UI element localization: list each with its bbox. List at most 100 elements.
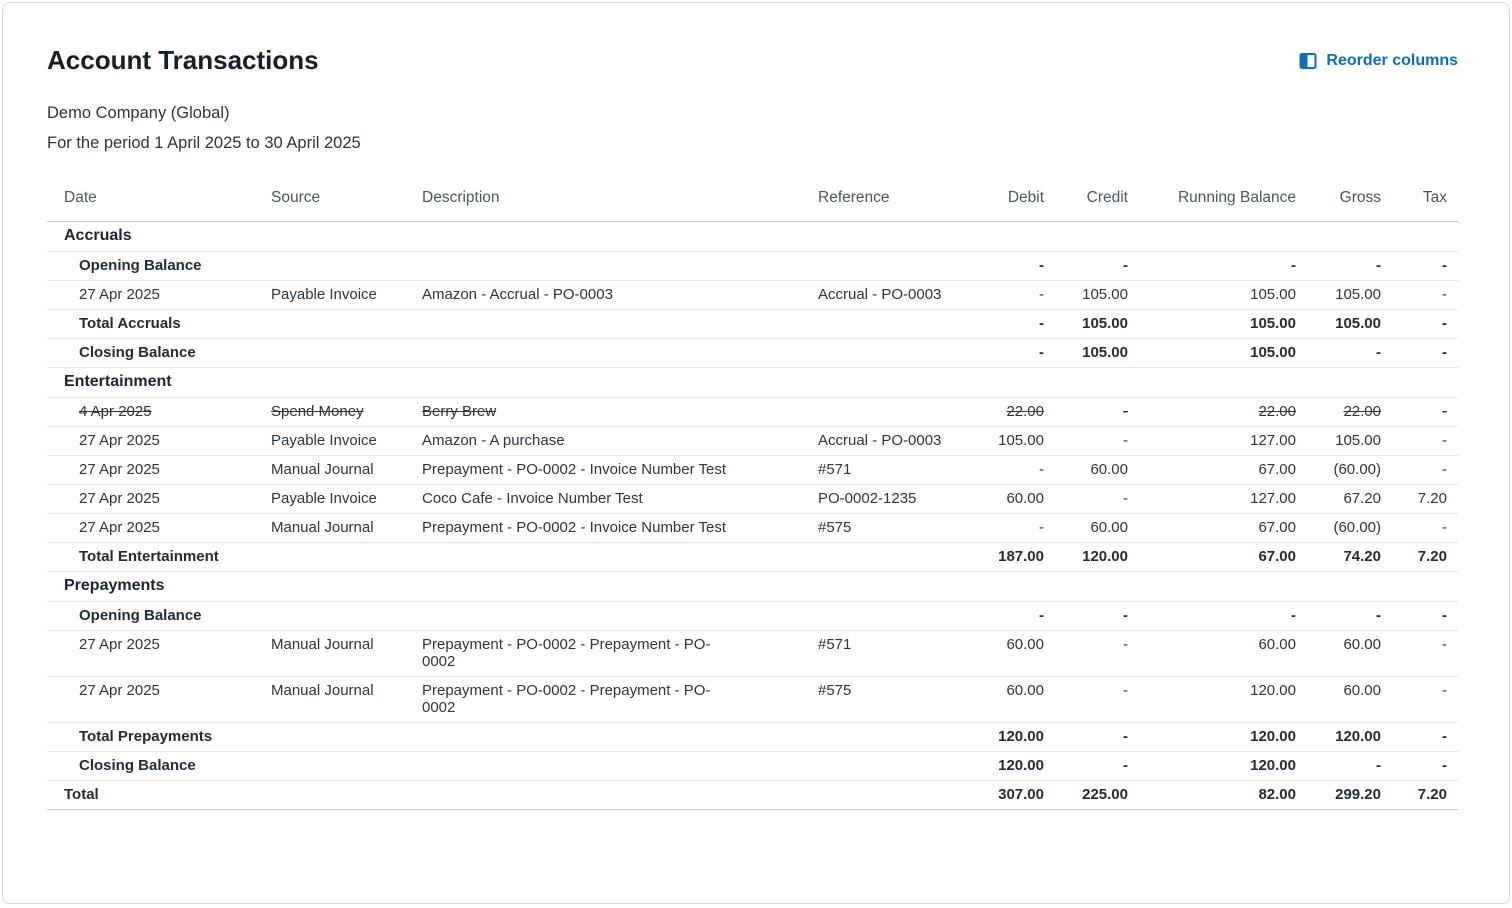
debit-cell: - [954,455,1044,485]
credit-cell: - [1044,426,1128,456]
date-cell: Opening Balance [47,601,271,631]
tax-cell: - [1381,601,1458,631]
summary-row: Opening Balance - - - - - [47,601,1458,631]
summary-row: Opening Balance - - - - - [47,251,1458,281]
tax-cell: - [1381,280,1458,310]
debit-cell: 60.00 [954,676,1044,723]
column-header-source: Source [271,189,422,222]
section-header-row: Prepayments [47,571,1458,602]
reference-cell [818,309,954,339]
gross-cell: 74.20 [1296,542,1381,572]
running-balance-cell: 67.00 [1128,513,1296,543]
running-balance-cell: 60.00 [1128,630,1296,677]
column-header-row: Date Source Description Reference Debit … [47,189,1458,222]
reference-cell [818,251,954,281]
date-cell: 27 Apr 2025 [47,630,271,677]
tax-cell: - [1381,455,1458,485]
credit-cell: - [1044,751,1128,781]
description-cell: Amazon - Accrual - PO-0003 [422,280,818,310]
gross-cell: - [1296,601,1381,631]
description-cell [422,601,818,631]
transaction-row: 27 Apr 2025 Manual Journal Prepayment - PO… [47,513,1458,543]
gross-cell: - [1296,338,1381,368]
reference-cell: Accrual - PO-0003 [818,426,954,456]
source-cell: Manual Journal [271,630,422,677]
source-cell: Spend Money [271,397,422,427]
source-cell: Manual Journal [271,455,422,485]
transaction-row: 27 Apr 2025 Manual Journal Prepayment - PO… [47,455,1458,485]
reference-cell [818,780,954,810]
date-cell: 27 Apr 2025 [47,455,271,485]
credit-cell: 60.00 [1044,513,1128,543]
date-cell: 27 Apr 2025 [47,426,271,456]
credit-cell: - [1044,722,1128,752]
summary-row: Total Entertainment 187.00 120.00 67.00 74.2… [47,542,1458,572]
description-cell [422,722,818,752]
tax-cell: - [1381,630,1458,677]
date-cell: 4 Apr 2025 [47,397,271,427]
gross-cell: 60.00 [1296,630,1381,677]
debit-cell: 22.00 [954,397,1044,427]
description-cell: Berry Brew [422,397,818,427]
description-cell: Prepayment - PO-0002 - Invoice Number Te… [422,513,818,543]
description-cell [422,309,818,339]
source-cell [271,722,422,752]
credit-cell: - [1044,397,1128,427]
credit-cell: - [1044,601,1128,631]
tax-cell: - [1381,251,1458,281]
date-cell: Opening Balance [47,251,271,281]
reference-cell [818,722,954,752]
running-balance-cell: 127.00 [1128,484,1296,514]
debit-cell: 307.00 [954,780,1044,810]
tax-cell: - [1381,513,1458,543]
credit-cell: 60.00 [1044,455,1128,485]
summary-row: Total Accruals -105.00 105.00 105.00- [47,309,1458,339]
section-title: Accruals [47,221,1458,252]
running-balance-cell: 82.00 [1128,780,1296,810]
credit-cell: 105.00 [1044,309,1128,339]
reference-cell: #575 [818,513,954,543]
transaction-row: 27 Apr 2025 Manual Journal Prepayment - PO… [47,676,1458,723]
source-cell [271,780,422,810]
source-cell: Manual Journal [271,676,422,723]
source-cell [271,601,422,631]
running-balance-cell: 105.00 [1128,309,1296,339]
reference-cell [818,397,954,427]
gross-cell: 299.20 [1296,780,1381,810]
date-cell: 27 Apr 2025 [47,280,271,310]
column-header-tax: Tax [1381,189,1458,222]
credit-cell: 225.00 [1044,780,1128,810]
running-balance-cell: 120.00 [1128,722,1296,752]
tax-cell: 7.20 [1381,484,1458,514]
reference-cell: PO-0002-1235 [818,484,954,514]
date-cell: Closing Balance [47,751,271,781]
column-header-running-balance: Running Balance [1128,189,1296,222]
report-header: Account Transactions Reorder columns [47,45,1458,76]
date-cell: Total [47,780,271,810]
reference-cell [818,542,954,572]
gross-cell: - [1296,251,1381,281]
column-header-credit: Credit [1044,189,1128,222]
gross-cell: 105.00 [1296,280,1381,310]
report-period: For the period 1 April 2025 to 30 April … [47,134,361,152]
date-cell: 27 Apr 2025 [47,676,271,723]
description-cell: Coco Cafe - Invoice Number Test [422,484,818,514]
source-cell [271,338,422,368]
reference-cell [818,751,954,781]
transaction-row: 4 Apr 2025 Spend Money Berry Brew 22.00-22.… [47,397,1458,427]
description-cell: Prepayment - PO-0002 - Prepayment - PO-0… [422,630,818,677]
running-balance-cell: 120.00 [1128,676,1296,723]
reorder-columns-button[interactable]: Reorder columns [1299,52,1458,70]
columns-icon [1299,52,1317,70]
tax-cell: - [1381,426,1458,456]
reorder-columns-label: Reorder columns [1326,51,1458,69]
date-cell: Total Entertainment [47,542,271,572]
date-cell: 27 Apr 2025 [47,513,271,543]
debit-cell: - [954,280,1044,310]
running-balance-cell: 105.00 [1128,280,1296,310]
date-cell: Closing Balance [47,338,271,368]
tax-cell: 7.20 [1381,780,1458,810]
section-header-row: Entertainment [47,367,1458,398]
running-balance-cell: - [1128,251,1296,281]
column-header-debit: Debit [954,189,1044,222]
